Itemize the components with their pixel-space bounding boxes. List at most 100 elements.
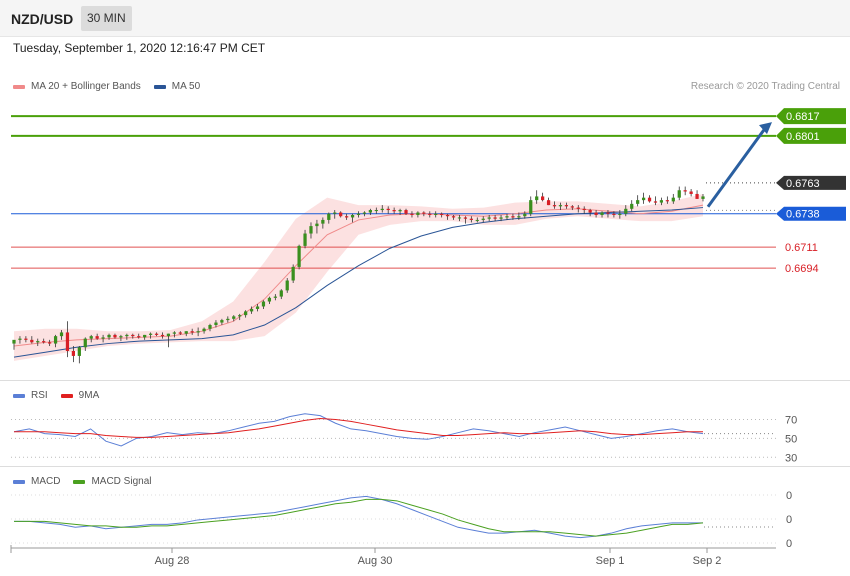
candle: [570, 205, 574, 211]
candle: [659, 197, 664, 206]
candle-body: [469, 218, 473, 220]
candle: [36, 338, 40, 347]
resistance-tag: [776, 127, 846, 144]
candle-body: [636, 200, 640, 204]
candle: [24, 336, 28, 343]
candle: [238, 313, 242, 321]
candle: [683, 186, 687, 196]
pivot-tag: [776, 206, 846, 221]
macd-signal-line: [14, 498, 704, 537]
candle: [689, 189, 693, 197]
level-current-2: 0.6763: [706, 175, 846, 190]
candle-body: [59, 332, 64, 337]
ma50-legend-label: MA 50: [171, 81, 201, 92]
candle: [160, 332, 165, 339]
candle-body: [475, 219, 479, 221]
candle-body: [244, 311, 248, 316]
rsi-tick-label: 50: [785, 433, 797, 445]
candle: [445, 213, 450, 220]
pivot-value-label: 0.6738: [786, 209, 820, 221]
candle: [576, 205, 580, 213]
candle: [505, 213, 509, 220]
candle: [535, 190, 539, 204]
current-price-tag: [776, 175, 846, 190]
macd-swatch-icon: [13, 479, 25, 484]
candle: [12, 339, 16, 350]
candle: [511, 213, 515, 220]
credit-label: Research © 2020 Trading Central: [690, 81, 840, 92]
candle: [327, 212, 331, 224]
candle: [469, 216, 473, 223]
macd-tick-label: 0: [786, 490, 792, 502]
candle: [309, 222, 313, 239]
candle: [214, 320, 218, 328]
candle-body: [612, 213, 616, 215]
candle-body: [624, 208, 628, 214]
candle: [345, 213, 349, 220]
candle: [303, 229, 307, 249]
candle-body: [71, 350, 76, 356]
candle-body: [564, 205, 569, 207]
candle: [220, 318, 224, 326]
candle-body: [434, 213, 438, 215]
candle: [475, 217, 479, 223]
candle-body: [113, 334, 117, 338]
x-axis-tick-label: Aug 28: [155, 555, 190, 567]
candle: [95, 333, 99, 340]
candle-body: [339, 212, 343, 217]
rsi-swatch-icon: [13, 393, 25, 398]
candle-body: [653, 201, 658, 203]
candle-body: [630, 203, 634, 209]
candle-body: [618, 213, 622, 215]
candle-body: [154, 333, 159, 335]
candle-body: [576, 207, 580, 209]
candle: [428, 211, 432, 218]
candle: [83, 337, 87, 351]
x-axis-tick-label: Sep 1: [596, 555, 625, 567]
candle-body: [178, 332, 182, 334]
candle-body: [30, 339, 34, 343]
candle-body: [374, 210, 378, 212]
candle: [552, 201, 557, 209]
candle: [154, 332, 159, 337]
candle-body: [190, 331, 194, 333]
candle-body: [665, 200, 669, 202]
candle: [517, 212, 521, 220]
candle: [630, 200, 634, 212]
candle: [249, 306, 254, 314]
candle: [196, 327, 200, 337]
candle-body: [309, 226, 313, 234]
candle-body: [321, 219, 325, 224]
candle: [30, 336, 34, 344]
macd-signal-swatch-icon: [73, 479, 86, 484]
candle: [594, 210, 598, 218]
candle: [451, 214, 456, 220]
candle-body: [273, 296, 277, 298]
candle-body: [143, 334, 147, 338]
candle: [653, 196, 658, 206]
candle-body: [410, 213, 414, 215]
level-resistance-0: 0.6817: [11, 108, 846, 125]
candle-body: [137, 336, 141, 338]
candle-body: [303, 233, 307, 246]
candle: [558, 202, 563, 211]
resistance-value-label: 0.6801: [786, 131, 820, 143]
candle: [416, 211, 420, 218]
candle-body: [600, 212, 604, 215]
candle: [244, 310, 248, 318]
candle-body: [701, 196, 705, 199]
candle-body: [48, 342, 52, 344]
candle: [493, 214, 497, 222]
candle: [404, 208, 408, 215]
candle: [410, 211, 414, 218]
candle-body: [647, 197, 652, 202]
candle: [647, 195, 652, 203]
candle: [612, 211, 616, 218]
candle: [53, 334, 58, 348]
candle-body: [552, 205, 557, 207]
candle: [386, 206, 390, 214]
candle-body: [18, 338, 22, 340]
timeframe-button[interactable]: 30 MIN: [81, 6, 132, 31]
candle-body: [345, 216, 349, 218]
